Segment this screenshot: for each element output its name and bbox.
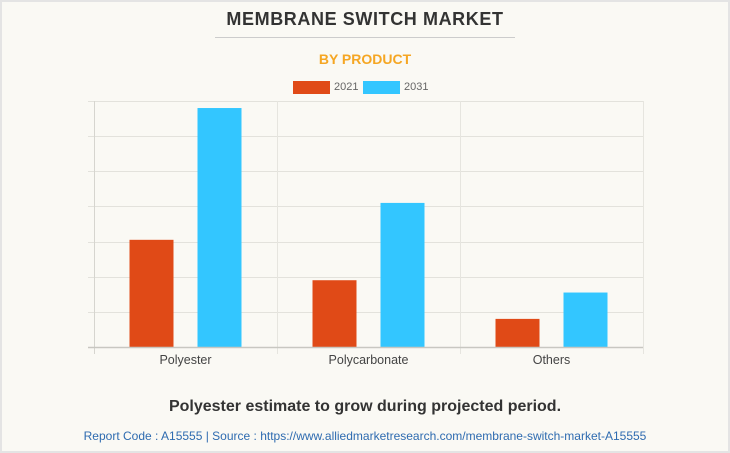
legend-item-2021[interactable]: 2021 bbox=[293, 79, 358, 95]
source-line[interactable]: Report Code : A15555 | Source : https://… bbox=[83, 429, 647, 443]
legend-label-2021: 2021 bbox=[334, 81, 359, 93]
x-tick-label: Polyester bbox=[159, 353, 211, 367]
bar-2021-others bbox=[495, 318, 540, 347]
chart-caption: Polyester estimate to grow during projec… bbox=[168, 398, 562, 415]
bar-2031-polyester bbox=[197, 108, 242, 348]
legend-swatch-2021 bbox=[293, 80, 330, 94]
title-divider bbox=[215, 37, 515, 38]
bar-2031-polycarbonate bbox=[380, 202, 425, 347]
x-tick-label: Others bbox=[533, 353, 571, 367]
chart-subtitle: BY PRODUCT bbox=[318, 51, 412, 67]
legend-item-2031[interactable]: 2031 bbox=[363, 79, 428, 95]
bar-2021-polycarbonate bbox=[312, 280, 357, 347]
bar-2021-polyester bbox=[129, 239, 174, 347]
legend: 2021 2031 bbox=[0, 79, 730, 95]
legend-swatch-2031 bbox=[363, 80, 400, 94]
bar-2031-others bbox=[563, 292, 608, 347]
x-tick-label: Polycarbonate bbox=[329, 353, 409, 367]
chart-title: MEMBRANE SWITCH MARKET bbox=[226, 9, 504, 29]
legend-label-2031: 2031 bbox=[404, 81, 429, 93]
